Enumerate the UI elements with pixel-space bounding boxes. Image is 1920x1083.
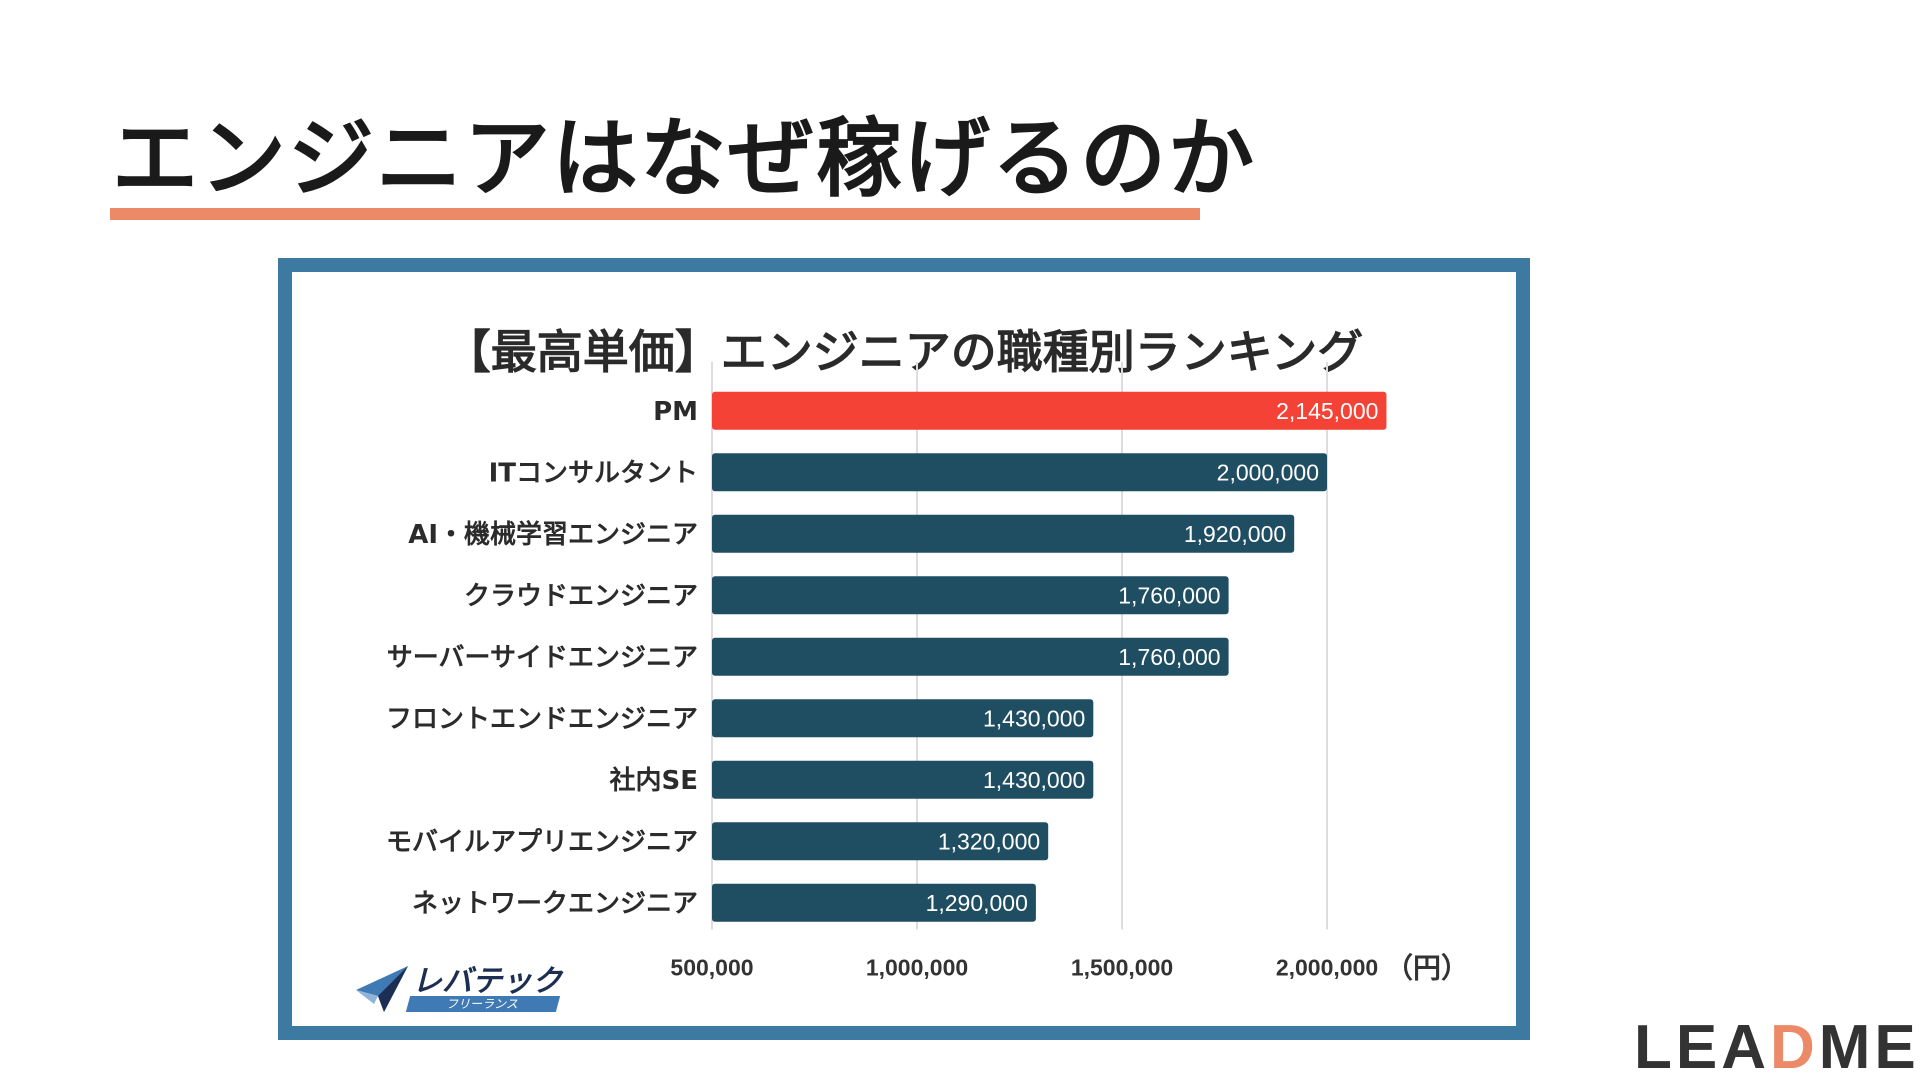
data-label: 1,320,000: [938, 828, 1040, 854]
category-label: クラウドエンジニア: [464, 581, 698, 611]
brand-text-accent: D: [1770, 1013, 1819, 1082]
data-label: 1,430,000: [983, 767, 1085, 793]
category-label: モバイルアプリエンジニア: [386, 827, 698, 857]
category-label: 社内SE: [610, 765, 699, 796]
category-label: サーバーサイドエンジニア: [387, 643, 698, 673]
brand-text-2: ME: [1818, 1013, 1920, 1082]
chart-frame: 【最高単価】エンジニアの職種別ランキング 500,000 1,000,000 1,5…: [278, 258, 1530, 1040]
data-label: 2,000,000: [1217, 459, 1319, 485]
category-label: ネットワークエンジニア: [412, 889, 698, 919]
data-label: 1,920,000: [1184, 521, 1286, 547]
bar: [712, 453, 1327, 492]
bar: [712, 699, 1094, 738]
x-tick-label: 2,000,000: [1276, 955, 1378, 981]
bar: [712, 576, 1229, 615]
data-label: 1,760,000: [1118, 644, 1220, 670]
x-unit-label: （円）: [1385, 952, 1469, 985]
bar: [712, 391, 1387, 430]
category-label: PM: [653, 397, 698, 427]
bar: [712, 637, 1229, 676]
bar: [712, 822, 1049, 861]
brand-text-1: LEA: [1634, 1013, 1770, 1082]
x-tick-label: 1,000,000: [866, 955, 968, 981]
data-label: 1,430,000: [983, 705, 1085, 731]
bar: [712, 514, 1295, 553]
data-label: 1,760,000: [1118, 582, 1220, 608]
bar: [712, 760, 1094, 799]
data-label: 1,290,000: [926, 890, 1028, 916]
data-label: 2,145,000: [1276, 398, 1378, 424]
category-label: フロントエンドエンジニア: [386, 704, 698, 734]
title-underline: [110, 208, 1200, 220]
x-tick-label: 1,500,000: [1071, 955, 1173, 981]
paper-plane-icon: [356, 966, 408, 1012]
category-label: ITコンサルタント: [489, 458, 698, 488]
chart-title: 【最高単価】エンジニアの職種別ランキング: [444, 325, 1364, 379]
slide-title: エンジニアはなぜ稼げるのか: [112, 109, 1256, 209]
brand-logo: LEADME: [1634, 1012, 1920, 1083]
x-tick-label: 500,000: [670, 955, 753, 981]
category-label: AI・機械学習エンジニア: [408, 519, 698, 550]
bar-chart: 500,000 1,000,000 1,500,000 2,000,000 （円） PM 2…: [386, 362, 1469, 985]
levtech-logo: レバテック フリーランス: [354, 956, 564, 1020]
logo-name: レバテック: [412, 964, 562, 999]
bar: [712, 883, 1036, 922]
logo-sub: フリーランス: [405, 996, 561, 1012]
